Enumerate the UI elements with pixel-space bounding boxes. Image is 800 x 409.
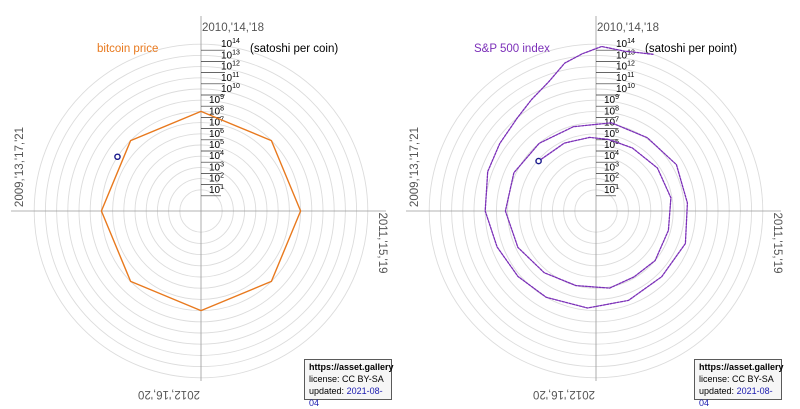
radial-tick-label-3: 103 bbox=[209, 161, 224, 173]
radial-tick-label-12: 1012 bbox=[616, 61, 635, 73]
unit-label: (satoshi per coin) bbox=[250, 43, 338, 55]
angular-label-right: 2011,'15,'19 bbox=[771, 212, 783, 273]
radial-tick-label-6: 106 bbox=[209, 128, 224, 140]
radial-tick-label-10: 1010 bbox=[616, 83, 635, 95]
source-infobox-right: https://asset.gallery license: CC BY-SA … bbox=[694, 359, 784, 408]
radial-tick-label-9: 109 bbox=[209, 94, 224, 106]
infobox-license: license: CC BY-SA bbox=[309, 374, 384, 384]
radial-tick-label-4: 104 bbox=[604, 150, 619, 162]
infobox-license: license: CC BY-SA bbox=[699, 374, 774, 384]
radial-tick-label-1: 101 bbox=[209, 184, 224, 196]
infobox-updated-label: updated: bbox=[309, 386, 345, 396]
bitcoin-polar-chart: 2010,'14,'18 2011,'15,'19 2012,'16,'20 2009… bbox=[11, 16, 388, 400]
sp500-polar-chart: 2010,'14,'18 2011,'15,'19 2012,'16,'20 2009… bbox=[406, 16, 783, 400]
radial-tick-label-2: 102 bbox=[604, 173, 619, 185]
infobox-site[interactable]: https://asset.gallery bbox=[309, 362, 394, 372]
radial-tick-label-5: 105 bbox=[209, 139, 224, 151]
radial-tick-label-14: 1014 bbox=[616, 38, 635, 50]
series-line-0 bbox=[484, 45, 689, 309]
radial-tick-label-9: 109 bbox=[604, 94, 619, 106]
radial-tick-label-4: 104 bbox=[209, 150, 224, 162]
chart-title: S&P 500 index bbox=[474, 43, 550, 55]
radial-tick-label-1: 101 bbox=[604, 184, 619, 196]
angular-label-right: 2011,'15,'19 bbox=[376, 212, 388, 273]
series-line-0 bbox=[100, 110, 302, 312]
radial-tick-label-2: 102 bbox=[209, 173, 224, 185]
radial-tick-label-12: 1012 bbox=[221, 61, 240, 73]
position-marker bbox=[114, 153, 121, 161]
radial-tick-label-10: 1010 bbox=[221, 83, 240, 95]
angular-label-left: 2009,'13,'17,'21 bbox=[409, 127, 421, 207]
unit-label: (satoshi per point) bbox=[645, 43, 737, 55]
angular-label-bottom: 2012,'16,'20 bbox=[138, 388, 200, 400]
infobox-updated-label: updated: bbox=[699, 386, 735, 396]
radial-tick-label-13: 1013 bbox=[616, 49, 635, 61]
angular-label-bottom: 2012,'16,'20 bbox=[533, 388, 595, 400]
infobox-site[interactable]: https://asset.gallery bbox=[699, 362, 784, 372]
angular-label-top: 2010,'14,'18 bbox=[202, 22, 264, 34]
chart-title: bitcoin price bbox=[97, 43, 158, 55]
radial-tick-label-13: 1013 bbox=[221, 49, 240, 61]
radial-tick-label-8: 108 bbox=[604, 105, 619, 117]
angular-label-left: 2009,'13,'17,'21 bbox=[14, 127, 26, 207]
radial-tick-label-11: 1011 bbox=[616, 72, 634, 84]
radial-tick-label-8: 108 bbox=[209, 105, 224, 117]
source-infobox-left: https://asset.gallery license: CC BY-SA … bbox=[304, 359, 394, 408]
radial-tick-label-11: 1011 bbox=[221, 72, 239, 84]
position-marker bbox=[535, 157, 542, 165]
angular-label-top: 2010,'14,'18 bbox=[597, 22, 659, 34]
radial-tick-label-3: 103 bbox=[604, 161, 619, 173]
radial-tick-label-14: 1014 bbox=[221, 38, 240, 50]
radial-tick-label-6: 106 bbox=[604, 128, 619, 140]
